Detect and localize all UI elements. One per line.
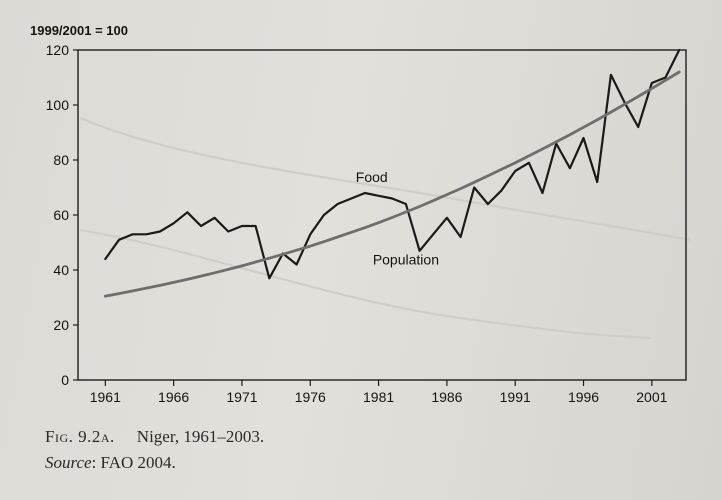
caption-line-1: Fig. 9.2a. Niger, 1961–2003. (45, 424, 264, 450)
annotation-layer: Food Population (356, 169, 439, 268)
y-axis-title: 1999/2001 = 100 (30, 23, 128, 38)
source-label: Source (45, 453, 92, 472)
plot-frame (77, 49, 687, 381)
figure-label: Fig. 9.2a. (45, 427, 115, 446)
y-tick-label: 80 (53, 152, 69, 168)
caption-line-2: Source: FAO 2004. (45, 450, 264, 476)
x-axis: 1961 1966 1971 1976 1981 1986 1991 1996 2001 (90, 380, 668, 405)
series-layer (103, 48, 681, 298)
y-tick-label: 100 (46, 97, 70, 113)
series-line-food (104, 48, 681, 280)
series-line-population (103, 70, 681, 298)
annotation-label: Food (356, 169, 388, 185)
y-tick-label: 0 (61, 372, 69, 388)
x-tick-label: 1991 (500, 389, 531, 405)
x-tick-label: 1971 (226, 389, 257, 405)
x-tick-label: 1996 (568, 389, 599, 405)
figure-title: Niger, 1961–2003. (136, 427, 265, 446)
y-tick-label: 20 (53, 317, 69, 333)
y-tick-label: 60 (53, 207, 69, 223)
figure-caption: Fig. 9.2a. Niger, 1961–2003. Source: FAO … (45, 424, 264, 476)
x-tick-label: 2001 (636, 389, 667, 405)
y-axis: 0 20 40 60 80 100 120 (46, 42, 78, 388)
x-tick-label: 1966 (158, 389, 189, 405)
x-tick-label: 1976 (295, 389, 326, 405)
x-tick-label: 1986 (431, 389, 462, 405)
y-tick-label: 40 (53, 262, 69, 278)
source-text: : FAO 2004. (91, 453, 176, 472)
x-tick-label: 1981 (363, 389, 394, 405)
x-tick-label: 1961 (90, 389, 121, 405)
y-tick-label: 120 (46, 42, 70, 58)
annotation-label: Population (373, 252, 439, 268)
show-through-lines (79, 117, 691, 339)
